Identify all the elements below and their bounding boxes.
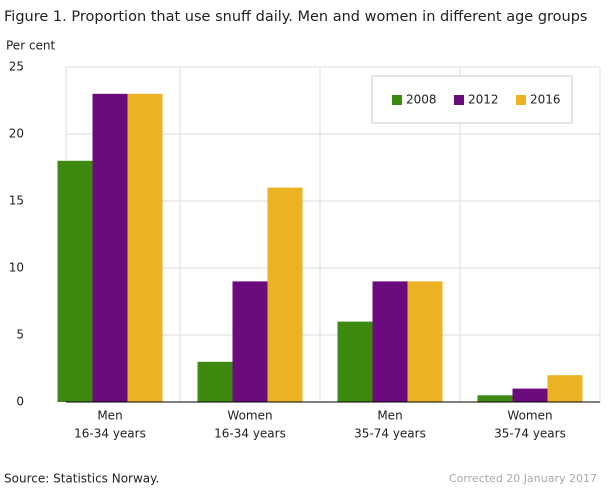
x-tick-label: 16-34 years [74, 427, 146, 441]
x-tick-label: Men [377, 409, 402, 423]
y-tick-label: 15 [9, 194, 24, 208]
y-tick-label: 0 [16, 395, 24, 409]
chart-title: Figure 1. Proportion that use snuff dail… [4, 9, 588, 25]
x-tick-label: 35-74 years [354, 427, 426, 441]
x-tick-label: Women [227, 409, 272, 423]
x-tick-label: 16-34 years [214, 427, 286, 441]
bar [127, 93, 163, 403]
source: Source: Statistics Norway. [4, 472, 159, 486]
bar [197, 361, 233, 402]
x-tick-label: Men [97, 409, 122, 423]
bar [92, 93, 128, 403]
legend-label: 2012 [468, 93, 499, 107]
bar [267, 187, 303, 402]
bar [232, 281, 268, 402]
legend-box [371, 75, 573, 124]
y-tick-label: 20 [9, 127, 24, 141]
legend-swatch [454, 95, 464, 105]
bar [547, 375, 583, 402]
legend-label: 2008 [406, 93, 437, 107]
y-tick-label: 25 [9, 60, 24, 74]
legend-swatch [516, 95, 526, 105]
y-tick-label: 5 [16, 328, 24, 342]
legend-swatch [392, 95, 402, 105]
bar [407, 281, 443, 402]
y-tick-label: 10 [9, 261, 24, 275]
note: Corrected 20 January 2017 [449, 472, 597, 485]
bar [57, 160, 93, 402]
legend-label: 2016 [530, 93, 561, 107]
bar [512, 388, 548, 402]
y-axis-label: Per cent [6, 39, 56, 53]
x-tick-label: 35-74 years [494, 427, 566, 441]
x-tick-label: Women [507, 409, 552, 423]
bar [337, 321, 373, 402]
bar [477, 395, 513, 402]
bar [372, 281, 408, 402]
